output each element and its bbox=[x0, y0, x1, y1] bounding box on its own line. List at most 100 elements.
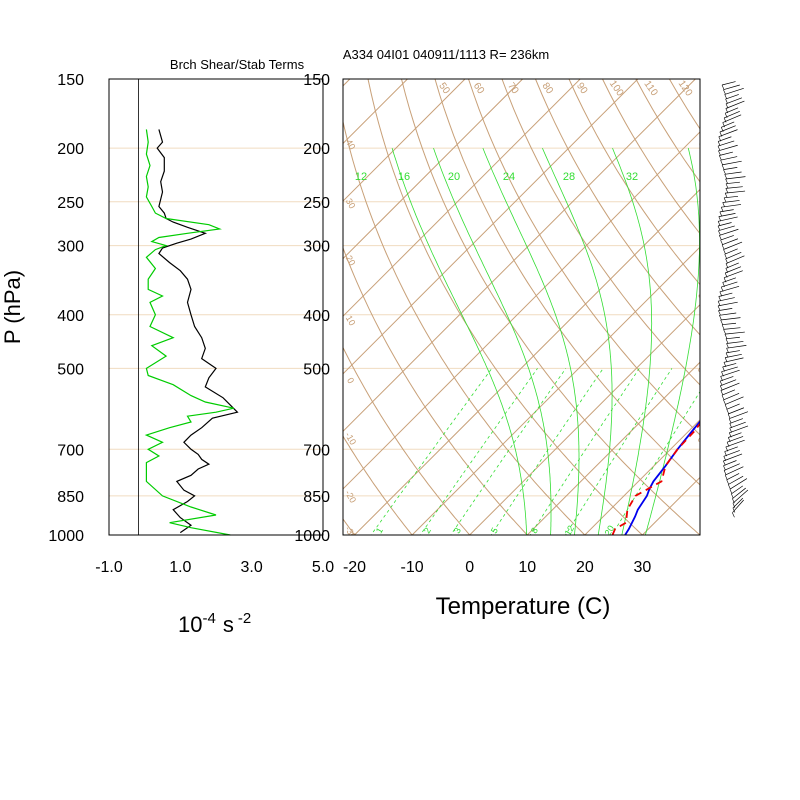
wind-barb-shaft bbox=[718, 296, 722, 302]
wind-barb bbox=[720, 376, 734, 382]
wind-barb-shaft bbox=[720, 160, 723, 165]
wind-barb bbox=[729, 418, 743, 424]
wind-barb bbox=[729, 411, 749, 420]
dry-adiabat bbox=[467, 79, 700, 436]
wind-barb bbox=[725, 262, 739, 269]
mixing-ratio-label: 12 bbox=[563, 524, 577, 538]
wind-barb bbox=[725, 94, 739, 100]
wind-barb bbox=[720, 369, 740, 377]
wind-barb bbox=[723, 110, 740, 119]
x-axis-unit-exponent: -4 bbox=[202, 610, 215, 627]
wind-barb bbox=[722, 363, 737, 368]
wind-barb bbox=[725, 190, 746, 194]
wind-barb bbox=[724, 446, 738, 452]
x-axis-unit-seconds-exponent: -2 bbox=[238, 610, 251, 627]
wind-barb-shaft bbox=[728, 484, 731, 490]
dry-adiabat bbox=[568, 79, 700, 286]
wind-barb bbox=[725, 186, 743, 189]
wind-barb-shaft bbox=[723, 249, 726, 255]
wind-barb-shaft bbox=[719, 235, 722, 241]
wind-barb bbox=[718, 216, 738, 222]
wind-barb bbox=[723, 327, 741, 330]
wind-barb bbox=[725, 97, 743, 105]
wind-barb bbox=[723, 241, 743, 250]
wind-barb bbox=[729, 425, 749, 434]
wind-barb-shaft bbox=[723, 89, 726, 95]
dry-adiabat bbox=[434, 79, 700, 486]
wind-barb-shaft bbox=[717, 221, 721, 226]
isotherm-label: 10 bbox=[344, 314, 358, 328]
wind-barb bbox=[725, 266, 742, 274]
right-pressure-tick: 500 bbox=[303, 361, 330, 378]
mixing-ratio-label: 3 bbox=[452, 526, 463, 535]
isotherm bbox=[343, 79, 581, 317]
moist-adiabat bbox=[644, 148, 700, 535]
wind-barb bbox=[720, 379, 737, 387]
isotherm bbox=[343, 79, 696, 433]
wind-barb bbox=[723, 270, 743, 279]
mixing-ratio-line bbox=[450, 368, 567, 535]
wind-barb bbox=[726, 473, 740, 481]
isotherm bbox=[526, 361, 700, 535]
wind-barb bbox=[717, 301, 738, 307]
left-series-lines bbox=[144, 129, 239, 536]
dry-adiabat bbox=[400, 79, 700, 535]
wind-barb-shaft bbox=[719, 315, 722, 320]
wind-barb-shaft bbox=[718, 230, 721, 236]
temperature-line bbox=[624, 420, 700, 535]
moist-adiabat-label: 32 bbox=[626, 171, 638, 183]
isotherm-lines bbox=[343, 79, 700, 535]
dry-adiabat bbox=[343, 246, 528, 535]
wind-barb-shaft bbox=[723, 399, 726, 405]
moist-adiabat-lines bbox=[391, 147, 700, 535]
isotherm-label: -30 bbox=[343, 524, 358, 540]
temperature-tick: -10 bbox=[401, 559, 424, 576]
wind-barb bbox=[725, 251, 742, 260]
moist-adiabat-label: 24 bbox=[503, 171, 515, 183]
wind-barb bbox=[725, 336, 740, 340]
mixing-ratio-line bbox=[370, 368, 493, 535]
wind-barb bbox=[725, 350, 740, 354]
moist-adiabat-label: 20 bbox=[448, 171, 460, 183]
wind-barb-shaft bbox=[725, 188, 729, 194]
wind-barb-shaft bbox=[726, 409, 729, 414]
wind-barb bbox=[722, 114, 742, 123]
wind-barb-shaft bbox=[723, 169, 726, 175]
wind-barb bbox=[717, 140, 735, 147]
isotherm-label: 20 bbox=[696, 361, 711, 377]
temperature-axis-label: Temperature (C) bbox=[436, 593, 611, 620]
wind-barb-shaft bbox=[720, 207, 724, 212]
wind-barb bbox=[721, 238, 739, 246]
wind-barb-shaft bbox=[719, 385, 723, 391]
wind-barb bbox=[726, 436, 744, 443]
wind-barb-shaft bbox=[725, 183, 729, 189]
isotherm bbox=[343, 79, 466, 202]
isotherm-label: 0 bbox=[345, 376, 356, 385]
wind-barb bbox=[719, 125, 736, 133]
wind-barb-shaft bbox=[720, 239, 723, 245]
wind-barb-shaft bbox=[717, 145, 721, 151]
wind-barb-shaft bbox=[719, 155, 722, 161]
temperature-tick: 0 bbox=[465, 559, 474, 576]
wind-barb bbox=[723, 84, 740, 91]
wind-barb bbox=[724, 396, 744, 405]
isotherm-label: 30 bbox=[344, 197, 358, 211]
wind-barb-shaft bbox=[725, 338, 729, 344]
wind-barb bbox=[723, 357, 744, 363]
right-pressure-tick: 850 bbox=[303, 489, 330, 506]
shear-stability-panel: 150 200 250 300 400 500 700 850 1000 -1.0 1.0 3.0 5… bbox=[0, 57, 334, 637]
wind-barb bbox=[718, 144, 738, 152]
right-pressure-tick-labels: 150 200 250 300 400 500 700 850 1000 bbox=[294, 72, 330, 545]
left-x-tick: 5.0 bbox=[312, 559, 334, 576]
wind-barb-shaft bbox=[732, 507, 736, 513]
left-pressure-tick: 700 bbox=[57, 442, 84, 459]
wind-barb-shaft bbox=[717, 305, 721, 311]
right-pressure-tick: 1000 bbox=[294, 528, 330, 545]
mixing-ratio-line bbox=[611, 390, 700, 535]
temperature-tick-labels: -20 -10 0 10 20 30 bbox=[343, 559, 651, 576]
wind-barb-shaft bbox=[727, 413, 731, 419]
wind-barb bbox=[721, 121, 735, 128]
wind-barb bbox=[718, 225, 735, 232]
wind-barb bbox=[724, 171, 742, 175]
